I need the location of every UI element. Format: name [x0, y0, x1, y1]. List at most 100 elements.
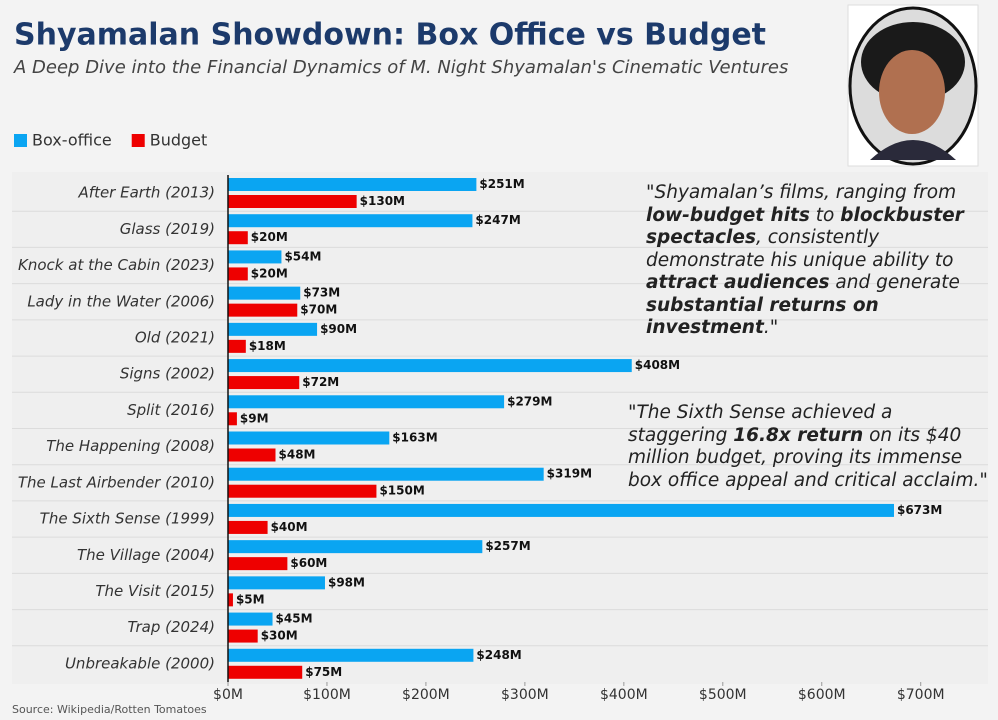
y-tick-label: The Sixth Sense (1999) — [40, 510, 215, 528]
data-label: $163M — [392, 431, 437, 445]
bar — [228, 665, 303, 679]
data-label: $130M — [360, 194, 405, 208]
y-tick-label: Lady in the Water (2006) — [27, 292, 215, 310]
annotation-text: on its $40 million budget, proving its i… — [628, 424, 988, 491]
x-tick-label: $0M — [213, 687, 243, 703]
data-label: $98M — [328, 575, 365, 589]
bar — [228, 540, 483, 554]
annotation-text: blockbuster spectacles — [646, 204, 964, 249]
data-label: $54M — [284, 249, 321, 263]
annotation-text: "The Sixth Sense achieved a staggering — [628, 402, 893, 446]
bar — [228, 303, 298, 317]
data-label: $30M — [261, 629, 298, 643]
data-label: $18M — [249, 339, 286, 353]
bar — [228, 612, 273, 626]
annotation-text: substantial returns on investment — [646, 294, 879, 339]
bar — [228, 267, 248, 281]
bar — [228, 412, 237, 426]
data-label: $48M — [279, 448, 316, 462]
bar — [228, 431, 390, 445]
bar — [228, 503, 894, 517]
annotation: "The Sixth Sense achieved a staggering 1… — [628, 402, 992, 492]
y-tick-label: Glass (2019) — [120, 220, 215, 238]
data-label: $248M — [476, 648, 521, 662]
y-tick-label: Unbreakable (2000) — [65, 654, 215, 672]
bar — [228, 467, 544, 481]
data-label: $45M — [276, 612, 313, 626]
y-tick-label: The Happening (2008) — [46, 437, 215, 455]
x-tick-label: $600M — [798, 687, 846, 703]
bar — [228, 593, 233, 607]
bar — [228, 520, 268, 534]
data-label: $5M — [236, 592, 265, 606]
data-label: $251M — [479, 177, 524, 191]
x-tick-label: $200M — [402, 687, 450, 703]
data-label: $673M — [897, 503, 942, 517]
y-tick-label: After Earth (2013) — [78, 184, 215, 202]
bar — [228, 376, 300, 390]
bar — [228, 195, 357, 208]
chart-title: Shyamalan Showdown: Box Office vs Budget — [14, 18, 766, 53]
y-tick-label: The Visit (2015) — [95, 582, 215, 600]
bar — [228, 484, 377, 498]
y-tick-label: The Village (2004) — [77, 546, 215, 564]
data-label: $279M — [507, 394, 552, 408]
bar — [228, 557, 288, 571]
bar — [228, 322, 318, 336]
x-tick-label: $300M — [501, 687, 549, 703]
data-label: $20M — [251, 266, 288, 280]
data-label: $247M — [475, 213, 520, 227]
annotation-text: , consistently demonstrate his unique ab… — [646, 227, 954, 271]
bar — [228, 629, 258, 643]
x-tick-label: $700M — [897, 687, 945, 703]
y-tick-label: The Last Airbender (2010) — [18, 473, 215, 491]
legend-label: Box-office — [32, 131, 112, 150]
annotation-text: ." — [763, 317, 779, 338]
legend-swatch — [14, 134, 27, 147]
bar — [228, 178, 477, 191]
data-label: $60M — [290, 556, 327, 570]
y-tick-label: Old (2021) — [135, 328, 215, 346]
chart-subtitle: A Deep Dive into the Financial Dynamics … — [13, 57, 788, 78]
photo — [847, 4, 979, 167]
legend-swatch — [131, 134, 145, 147]
annotation-text: attract audiences — [646, 272, 830, 293]
x-tick-label: $100M — [303, 687, 351, 703]
data-label: $73M — [303, 286, 340, 300]
data-label: $72M — [302, 375, 339, 389]
y-tick-label: Split (2016) — [127, 401, 215, 419]
bar — [228, 231, 248, 245]
annotation-text: and generate — [829, 272, 960, 293]
data-label: $75M — [305, 665, 342, 679]
data-label: $70M — [300, 303, 337, 317]
data-label: $90M — [320, 322, 357, 336]
x-tick-label: $500M — [699, 687, 747, 703]
bar — [228, 576, 325, 590]
y-tick-label: Knock at the Cabin (2023) — [18, 256, 215, 274]
legend-label: Budget — [150, 131, 208, 150]
annotation: "Shyamalan’s films, ranging from low-bud… — [646, 182, 968, 340]
data-label: $319M — [547, 467, 592, 481]
annotation-text: low-budget hits — [646, 204, 810, 226]
bar — [228, 359, 632, 373]
bar — [228, 339, 246, 353]
data-label: $9M — [240, 411, 269, 425]
annotation-text: to — [809, 204, 841, 226]
y-tick-label: Trap (2024) — [127, 618, 215, 636]
bar — [228, 448, 276, 462]
y-tick-label: Signs (2002) — [120, 365, 215, 383]
data-label: $150M — [379, 484, 424, 498]
bar — [228, 214, 473, 228]
source: Source: Wikipedia/Rotten Tomatoes — [12, 703, 207, 716]
annotation-text: "Shyamalan’s films, ranging from — [646, 182, 957, 203]
data-label: $408M — [635, 358, 680, 372]
bar — [228, 250, 282, 264]
data-label: $257M — [485, 539, 530, 553]
annotation-text: 16.8x return — [733, 424, 864, 446]
bar — [228, 648, 474, 662]
x-tick-label: $400M — [600, 687, 648, 703]
data-label: $20M — [251, 230, 288, 244]
data-label: $40M — [271, 520, 308, 534]
